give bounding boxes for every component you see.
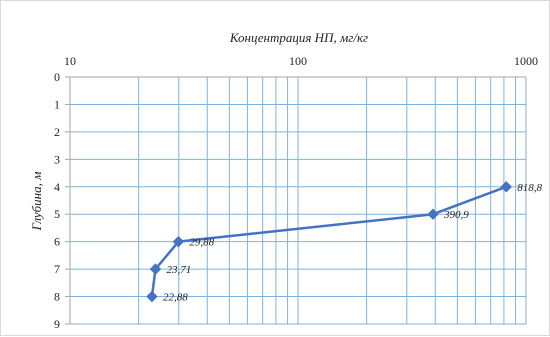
y-tick-label: 7 — [54, 262, 60, 276]
x-tick-label: 1000 — [514, 54, 538, 68]
y-tick-label: 4 — [54, 180, 60, 194]
grid-layer — [69, 76, 527, 325]
x-axis-title: Концентрация НП, мг/кг — [229, 30, 368, 45]
y-tick-label: 5 — [54, 207, 60, 221]
y-tick-label: 3 — [54, 152, 60, 166]
data-label: 29,88 — [189, 237, 214, 249]
y-tick-label: 9 — [54, 317, 60, 331]
y-tick-label: 0 — [54, 70, 60, 84]
data-point-marker — [500, 181, 512, 193]
y-tick-label: 2 — [54, 125, 60, 139]
label-layer: 818,8 390,9 29,88 23,71 22,88 — [163, 182, 542, 304]
y-tick-label: 6 — [54, 235, 60, 249]
data-point-marker — [146, 290, 158, 303]
data-label: 23,71 — [166, 264, 191, 276]
data-point-marker — [427, 208, 439, 220]
x-tick-label: 10 — [64, 54, 76, 68]
y-tick-label: 1 — [54, 97, 60, 111]
data-label: 390,9 — [443, 209, 469, 221]
y-tick-label: 8 — [54, 290, 60, 304]
y-axis-title: Глубина, м — [29, 172, 44, 232]
data-point-marker — [149, 263, 162, 275]
x-tick-label: 100 — [289, 54, 307, 68]
data-label: 818,8 — [517, 182, 542, 194]
axis-layer: 0 1 2 3 4 5 6 7 8 9 10 100 1000 — [54, 54, 538, 331]
data-point-marker — [172, 235, 185, 248]
data-label: 22,88 — [163, 292, 188, 304]
series-layer — [146, 181, 512, 303]
